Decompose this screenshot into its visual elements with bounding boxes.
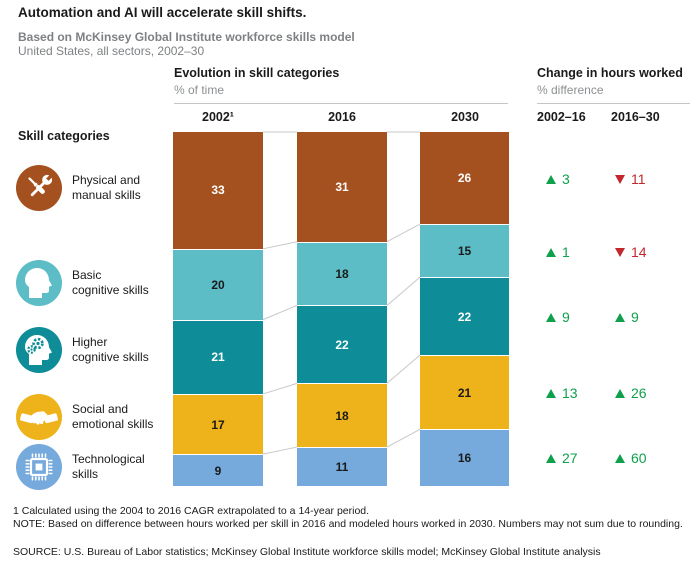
- triangle-up-icon: [546, 312, 556, 322]
- change-value: 27: [546, 449, 578, 467]
- evolution-rule: [174, 103, 508, 104]
- change-section-unit: % difference: [537, 83, 604, 97]
- change-value: 60: [615, 449, 647, 467]
- evolution-section-unit: % of time: [174, 83, 225, 97]
- year-label-2030: 2030: [451, 110, 479, 124]
- tools-icon: [16, 165, 62, 211]
- triangle-up-icon: [546, 247, 556, 257]
- skill-categories-heading: Skill categories: [18, 129, 110, 143]
- change-section-title: Change in hours worked: [537, 66, 683, 80]
- head-profile-icon: [16, 260, 62, 306]
- bar-segment-value: 33: [211, 183, 225, 198]
- head-gears-icon: [16, 327, 62, 373]
- footnote-note: NOTE: Based on difference between hours …: [13, 518, 683, 530]
- change-value-text: 1: [562, 244, 570, 260]
- category-label-physical: Physical and manual skills: [72, 173, 141, 202]
- bar-segment: 18: [297, 383, 387, 448]
- subtitle-scope: United States, all sectors, 2002–30: [18, 44, 205, 58]
- bar-segment-value: 16: [457, 451, 472, 466]
- bar-segment: 17: [173, 393, 263, 455]
- year-label-2016: 2016: [328, 110, 356, 124]
- change-value-text: 26: [631, 385, 647, 401]
- period-label-2016-30: 2016–30: [611, 110, 660, 124]
- change-value: 14: [615, 243, 647, 261]
- bar-segment-value: 18: [335, 408, 349, 423]
- bar-segment: 31: [297, 132, 387, 242]
- change-rule: [537, 103, 690, 104]
- bar-segment: 22: [420, 277, 509, 355]
- bar-segment-value: 31: [335, 179, 349, 194]
- category-label-social-emotional: Social and emotional skills: [72, 402, 154, 431]
- category-label-higher-cognitive: Higher cognitive skills: [72, 335, 149, 364]
- bar-segment-value: 26: [457, 171, 472, 186]
- triangle-up-icon: [615, 388, 625, 398]
- change-value-text: 9: [562, 309, 570, 325]
- triangle-up-icon: [546, 453, 556, 463]
- triangle-up-icon: [615, 453, 625, 463]
- change-value: 9: [546, 308, 570, 326]
- year-label-2002: 2002¹: [202, 110, 234, 124]
- change-value-text: 27: [562, 450, 578, 466]
- category-label-technological: Technological skills: [72, 452, 145, 481]
- subtitle: Based on McKinsey Global Institute workf…: [18, 30, 355, 44]
- bar-segment-value: 21: [211, 350, 225, 365]
- change-value: 11: [615, 170, 646, 188]
- change-value: 13: [546, 384, 578, 402]
- footnote-1: 1 Calculated using the 2004 to 2016 CAGR…: [13, 505, 370, 517]
- footnote-source: SOURCE: U.S. Bureau of Labor statistics;…: [13, 546, 601, 558]
- bar-segment-value: 20: [211, 277, 225, 292]
- evolution-section-title: Evolution in skill categories: [174, 66, 340, 80]
- bar-segment-value: 22: [457, 309, 472, 324]
- bar-segment-value: 11: [335, 460, 349, 475]
- bar-segment: 16: [420, 429, 509, 486]
- bar-segment: 33: [173, 132, 263, 249]
- triangle-up-icon: [546, 388, 556, 398]
- bar-segment: 21: [173, 319, 263, 394]
- category-label-basic-cognitive: Basic cognitive skills: [72, 268, 149, 297]
- bar-segment: 20: [173, 248, 263, 320]
- triangle-up-icon: [615, 312, 625, 322]
- chip-icon: [16, 444, 62, 490]
- bar-segment-value: 17: [211, 417, 225, 432]
- change-value: 26: [615, 384, 647, 402]
- period-label-2002-16: 2002–16: [537, 110, 586, 124]
- bar-segment-value: 15: [457, 244, 472, 259]
- handshake-icon: [16, 394, 62, 440]
- bar-segment-value: 22: [335, 337, 349, 352]
- change-value-text: 11: [631, 171, 646, 187]
- change-value-text: 13: [562, 385, 578, 401]
- triangle-down-icon: [615, 247, 625, 257]
- bar-segment: 22: [297, 305, 387, 384]
- bar-segment: 15: [420, 224, 509, 278]
- change-value: 9: [615, 308, 639, 326]
- bar-segment: 26: [420, 132, 509, 225]
- change-value-text: 9: [631, 309, 639, 325]
- change-value: 1: [546, 243, 570, 261]
- triangle-up-icon: [546, 174, 556, 184]
- change-value-text: 14: [631, 244, 647, 260]
- bar-segment-value: 18: [335, 267, 349, 282]
- bar-segment: 9: [173, 454, 263, 486]
- triangle-down-icon: [615, 174, 625, 184]
- change-value: 3: [546, 170, 570, 188]
- bar-segment: 21: [420, 355, 509, 430]
- change-value-text: 60: [631, 450, 647, 466]
- bar-segment: 18: [297, 241, 387, 306]
- change-value-text: 3: [562, 171, 570, 187]
- bar-segment-value: 9: [214, 463, 222, 478]
- page-title: Automation and AI will accelerate skill …: [18, 5, 307, 20]
- bar-segment-value: 21: [457, 385, 472, 400]
- bar-segment: 11: [297, 447, 387, 486]
